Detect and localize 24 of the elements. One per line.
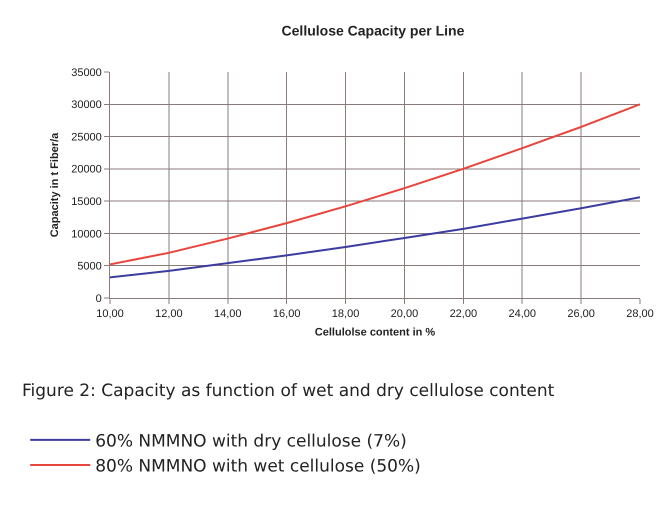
x-tick-label: 18,00 [332,308,360,320]
x-tick-label: 14,00 [214,308,242,320]
legend-label: 60% NMMNO with dry cellulose (7%) [95,431,407,452]
x-tick-label: 28,00 [626,308,654,320]
x-tick-label: 16,00 [272,308,300,320]
y-tick-label: 30000 [71,99,102,112]
y-tick-label: 20000 [71,164,102,176]
chart-title: Cellulose Capacity per Line [282,22,465,38]
y-tick-label: 10000 [71,228,102,240]
x-tick-label: 24,00 [508,308,536,320]
x-tick-label: 20,00 [390,308,418,320]
caption: Figure 2: Capacity as function of wet and dry cellulose content [22,381,555,401]
y-tick-label: 0 [96,292,102,305]
legend-label: 80% NMMNO with wet cellulose (50%) [95,456,421,477]
x-tick-label: 10,00 [96,308,124,320]
x-tick-label: 22,00 [450,308,478,320]
x-axis-title: Cellulolse content in % [314,326,436,338]
y-tick-label: 15000 [71,196,102,208]
x-tick-label: 26,00 [567,308,595,320]
y-tick-label: 5000 [77,260,102,273]
x-tick-label: 12,00 [155,308,183,320]
y-tick-label: 35000 [71,66,102,79]
y-axis-title: Capacity in t Fiber/a [48,132,61,238]
y-tick-label: 25000 [71,131,102,144]
